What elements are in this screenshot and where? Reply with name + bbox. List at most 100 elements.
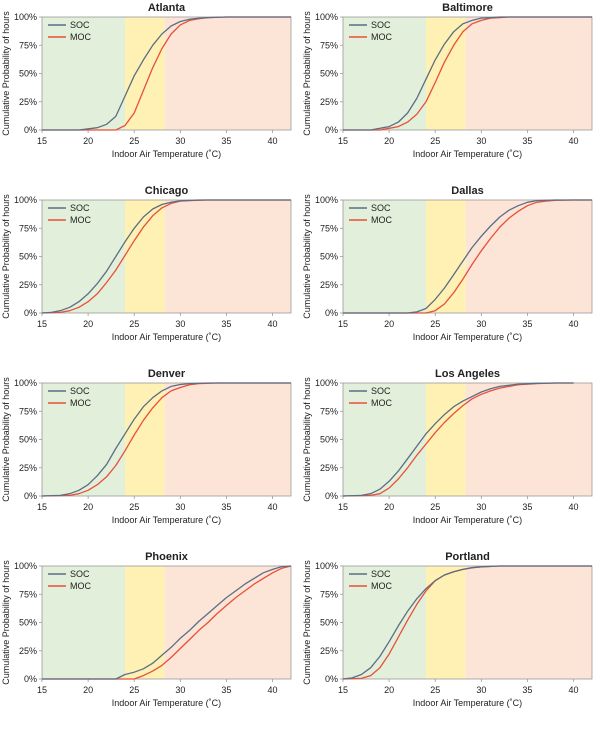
y-tick-label: 25% — [19, 97, 37, 107]
band-cool — [343, 383, 426, 496]
x-tick-label: 25 — [129, 136, 139, 146]
x-axis-label: Indoor Air Temperature (˚C) — [112, 332, 221, 342]
x-tick-label: 20 — [384, 502, 394, 512]
series-soc-line — [343, 16, 592, 131]
y-tick-label: 75% — [320, 223, 338, 233]
y-tick-label: 0% — [24, 674, 37, 684]
y-tick-label: 50% — [19, 618, 37, 628]
legend-label-soc: SOC — [371, 569, 391, 579]
band-warm — [465, 17, 592, 130]
legend-label-soc: SOC — [70, 569, 90, 579]
y-axis-label: Cumulative Probability of hours — [302, 194, 312, 319]
y-tick-label: 75% — [19, 406, 37, 416]
y-tick-label: 50% — [19, 435, 37, 445]
band-cool — [343, 17, 426, 130]
x-tick-label: 30 — [476, 319, 486, 329]
x-tick-label: 35 — [221, 319, 231, 329]
band-cool — [42, 566, 125, 679]
x-tick-label: 15 — [338, 136, 348, 146]
y-tick-label: 100% — [14, 378, 37, 388]
series-soc-line — [42, 16, 291, 131]
x-tick-label: 25 — [430, 502, 440, 512]
legend-label-moc: MOC — [70, 32, 91, 42]
legend-label-moc: MOC — [371, 32, 392, 42]
series-soc-line — [42, 565, 292, 680]
y-axis-label: Cumulative Probability of hours — [302, 560, 312, 685]
y-tick-label: 50% — [19, 69, 37, 79]
band-cool — [42, 200, 125, 313]
legend-label-moc: MOC — [371, 215, 392, 225]
chart-denver: Denver 0% 25% 50% 75% 100% 15 20 25 30 35 40 Indoor … — [1, 368, 292, 525]
x-tick-label: 20 — [83, 136, 93, 146]
band-warm — [164, 566, 291, 679]
x-axis-label: Indoor Air Temperature (˚C) — [112, 698, 221, 708]
x-tick-label: 30 — [476, 136, 486, 146]
x-axis-label: Indoor Air Temperature (˚C) — [413, 515, 522, 525]
x-tick-label: 15 — [37, 502, 47, 512]
y-tick-label: 0% — [24, 308, 37, 318]
y-tick-label: 25% — [320, 97, 338, 107]
y-tick-label: 25% — [19, 646, 37, 656]
y-tick-label: 50% — [320, 252, 338, 262]
y-tick-label: 50% — [320, 618, 338, 628]
chart-dallas: Dallas 0% 25% 50% 75% 100% 15 20 25 30 35 40 Indoor … — [302, 185, 593, 342]
y-axis-label: Cumulative Probability of hours — [1, 560, 11, 685]
x-tick-label: 15 — [338, 502, 348, 512]
legend-label-moc: MOC — [70, 581, 91, 591]
x-axis-label: Indoor Air Temperature (˚C) — [413, 698, 522, 708]
chart-title: Chicago — [145, 185, 189, 197]
series-soc-line — [41, 382, 291, 497]
legend-label-moc: MOC — [70, 215, 91, 225]
x-tick-label: 40 — [569, 319, 579, 329]
y-tick-label: 100% — [315, 195, 338, 205]
y-tick-label: 25% — [19, 280, 37, 290]
chart-atlanta: Atlanta 0% 25% 50% 75% 100% 15 20 25 30 35 40 Indoor… — [1, 2, 292, 159]
y-tick-label: 100% — [315, 12, 338, 22]
y-axis-label: Cumulative Probability of hours — [1, 194, 11, 319]
x-tick-label: 40 — [268, 136, 278, 146]
x-tick-label: 25 — [129, 685, 139, 695]
legend-label-soc: SOC — [70, 203, 90, 213]
legend-label-soc: SOC — [70, 20, 90, 30]
chart-title: Dallas — [451, 185, 483, 197]
y-tick-label: 50% — [19, 252, 37, 262]
x-tick-label: 25 — [129, 319, 139, 329]
legend-label-moc: MOC — [70, 398, 91, 408]
x-tick-label: 30 — [175, 136, 185, 146]
band-neutral — [426, 17, 466, 130]
x-tick-label: 40 — [569, 136, 579, 146]
chart-title: Denver — [148, 368, 186, 380]
y-tick-label: 0% — [24, 125, 37, 135]
x-tick-label: 25 — [430, 136, 440, 146]
chart-chicago: Chicago 0% 25% 50% 75% 100% 15 20 25 30 35 40 Indoor… — [1, 185, 292, 342]
y-tick-label: 0% — [325, 125, 338, 135]
y-tick-label: 0% — [325, 308, 338, 318]
x-tick-label: 40 — [268, 502, 278, 512]
x-tick-label: 25 — [430, 685, 440, 695]
series-moc-line — [343, 199, 592, 314]
band-warm — [164, 383, 291, 496]
x-tick-label: 35 — [221, 136, 231, 146]
band-warm — [465, 200, 592, 313]
legend-label-moc: MOC — [371, 398, 392, 408]
x-tick-label: 15 — [338, 685, 348, 695]
y-tick-label: 100% — [14, 561, 37, 571]
x-tick-label: 30 — [175, 502, 185, 512]
y-tick-label: 100% — [315, 561, 338, 571]
legend-label-soc: SOC — [70, 386, 90, 396]
y-tick-label: 100% — [14, 12, 37, 22]
series-moc-line — [342, 382, 574, 497]
y-tick-label: 75% — [320, 589, 338, 599]
y-tick-label: 25% — [320, 463, 338, 473]
band-warm — [465, 383, 592, 496]
x-tick-label: 20 — [384, 685, 394, 695]
legend-label-soc: SOC — [371, 386, 391, 396]
y-tick-label: 75% — [19, 40, 37, 50]
x-tick-label: 20 — [384, 319, 394, 329]
x-tick-label: 35 — [522, 136, 532, 146]
band-neutral — [426, 566, 466, 679]
chart-title: Los Angeles — [435, 368, 500, 380]
y-axis-label: Cumulative Probability of hours — [1, 377, 11, 502]
chart-grid: Atlanta 0% 25% 50% 75% 100% 15 20 25 30 35 40 Indoor… — [1, 2, 593, 708]
y-tick-label: 0% — [325, 491, 338, 501]
